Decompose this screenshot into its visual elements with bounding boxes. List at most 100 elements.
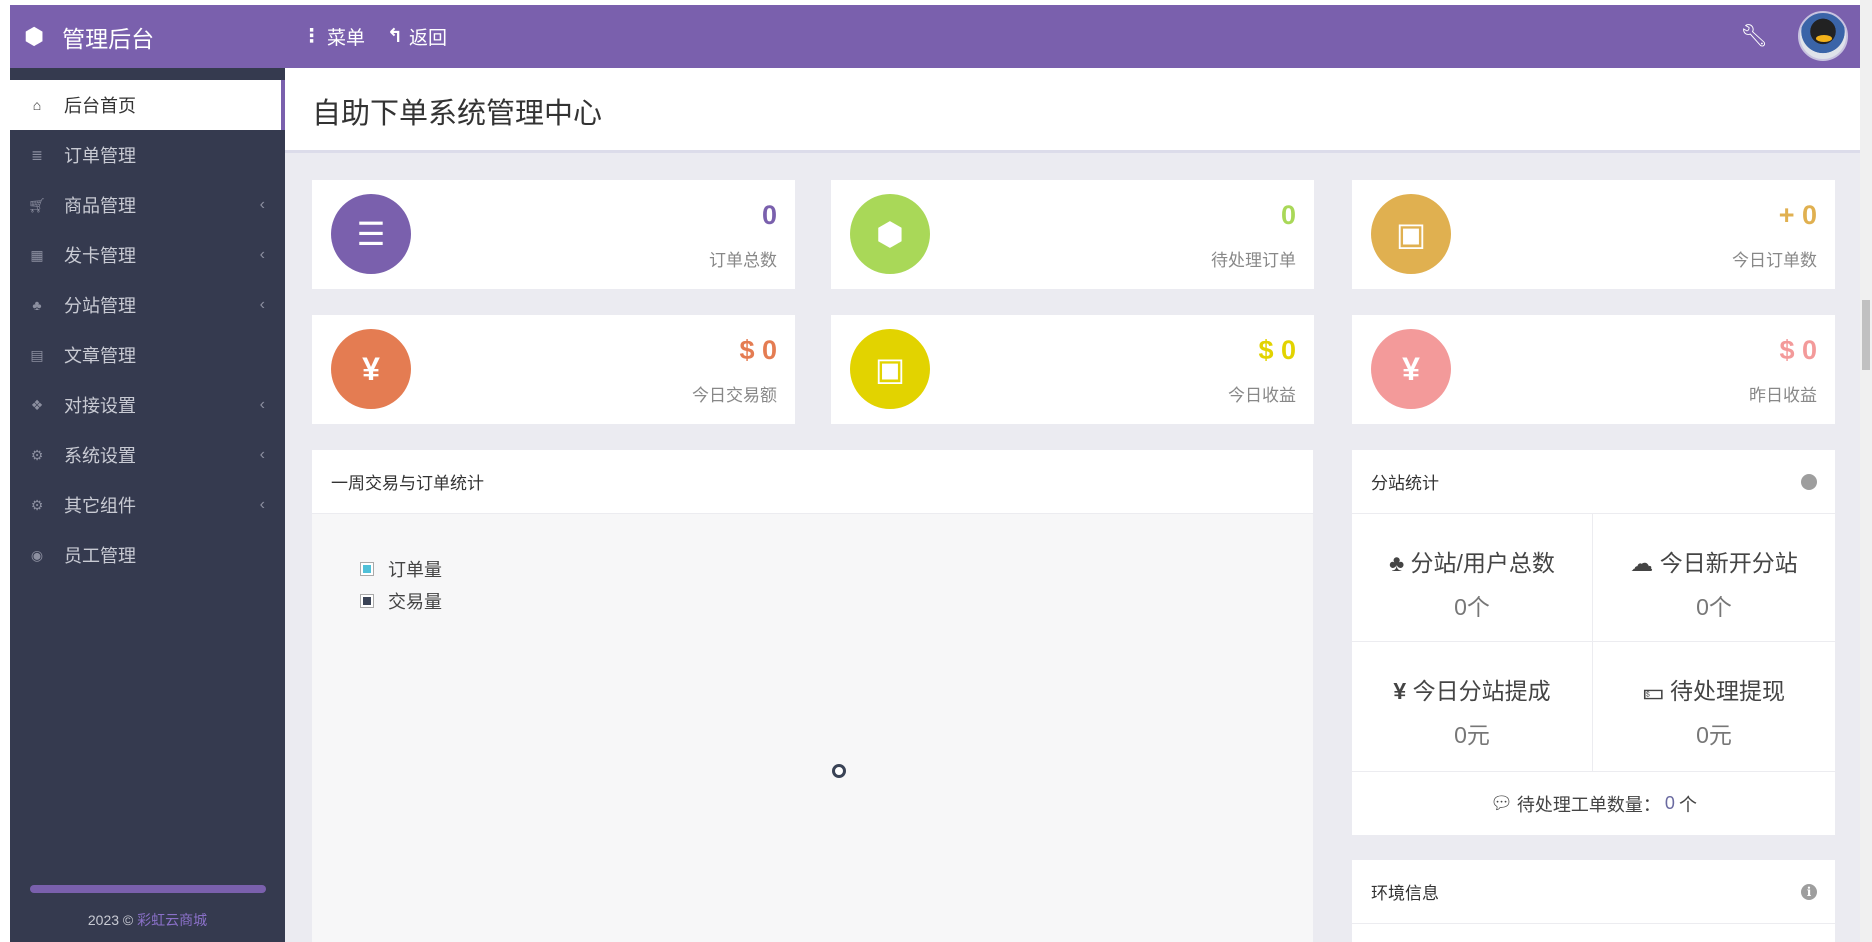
sidebar-item[interactable]: ⚙ 系统设置 ‹ [10, 430, 285, 480]
menu-button[interactable]: ⋮ 菜单 [302, 23, 365, 50]
sidebar-item[interactable]: ≣ 订单管理 [10, 130, 285, 180]
stat-value: 0 [1280, 200, 1296, 230]
grid-icon: ▦ [30, 246, 44, 263]
sidebar-item-label: 文章管理 [64, 346, 136, 366]
legend-label: 订单量 [388, 560, 442, 580]
user-circle-icon: ◉ [30, 546, 44, 563]
stat-label: 今日订单数 [1732, 251, 1817, 270]
scrollbar[interactable] [1860, 0, 1872, 942]
sidebar-item-label: 其它组件 [64, 496, 136, 516]
stat-card[interactable]: ¥ $ 0 今日交易额 [312, 315, 795, 424]
stat-value: $ 0 [739, 335, 777, 365]
home-icon: ⌂ [32, 97, 42, 113]
main-content: 自助下单系统管理中心 ☰ 0 订单总数 ⬢ 0 待处理订单 ▣ + 0 今日订单数 ¥ $ 0 今日交… [285, 68, 1860, 942]
chevron-left-icon: ‹ [259, 446, 265, 463]
chevron-left-icon: ‹ [259, 296, 265, 313]
reply-icon: ↰ [387, 26, 403, 47]
sidebar-item[interactable]: ◉ 员工管理 [10, 530, 285, 580]
cube-icon: ⬢ [24, 23, 45, 49]
stat-card[interactable]: ⬢ 0 待处理订单 [831, 180, 1314, 289]
gear-icon: ⚙ [30, 446, 44, 463]
cell-label: 今日新开分站 [1659, 550, 1798, 576]
cell-value: 0个 [1696, 594, 1732, 620]
chevron-left-icon: ‹ [259, 496, 265, 513]
cell-label: 今日分站提成 [1412, 678, 1551, 704]
money-icon: 💵︎ [1642, 678, 1664, 704]
sidebar-progress-bar [30, 885, 266, 893]
stat-card[interactable]: ☰ 0 订单总数 [312, 180, 795, 289]
cell-label: 分站/用户总数 [1410, 550, 1555, 576]
sidebar-item[interactable]: ⌂ 后台首页 [10, 80, 285, 130]
stat-value: $ 0 [1779, 335, 1817, 365]
substation-panel: 分站统计 ♣ 分站/用户总数 0个 ☁ 今日新开分站 0个 ¥ 今日分站提成 0元 💵… [1352, 450, 1835, 835]
pending-icon: ⬢ [850, 194, 930, 274]
sidebar-item-label: 后台首页 [64, 96, 136, 116]
top-header: ⬢ 管理后台 ⋮ 菜单 ↰ 返回 🔧︎ [10, 5, 1860, 68]
stat-cell: 💵︎ 待处理提现 0元 [1593, 642, 1835, 772]
sidebar-item[interactable]: ♣ 分站管理 ‹ [10, 280, 285, 330]
stat-label: 昨日收益 [1749, 386, 1817, 405]
chevron-left-icon: ‹ [259, 396, 265, 413]
sidebar-item[interactable]: ▤ 文章管理 [10, 330, 285, 380]
brand[interactable]: ⬢ 管理后台 [24, 5, 154, 68]
info-icon[interactable]: i [1801, 883, 1817, 900]
ticket-value: 0 [1664, 793, 1675, 813]
chevron-left-icon: ‹ [259, 246, 265, 263]
stat-label: 待处理订单 [1211, 251, 1296, 270]
gears-icon: ⚙ [30, 496, 44, 513]
cell-value: 0元 [1696, 722, 1732, 748]
brand-title: 管理后台 [62, 25, 155, 52]
env-panel: 环境信息 i [1352, 860, 1835, 942]
legend-item-orders[interactable]: 订单量 [360, 556, 442, 582]
ellipsis-vertical-icon: ⋮ [302, 26, 321, 47]
sidebar-item[interactable]: ▦ 发卡管理 ‹ [10, 230, 285, 280]
avatar[interactable] [1798, 11, 1848, 61]
chart-panel-title: 一周交易与订单统计 [312, 450, 1313, 514]
cell-label: 待处理提现 [1670, 678, 1786, 704]
stat-value: + 0 [1778, 200, 1817, 230]
wrench-icon[interactable]: 🔧︎ [1740, 23, 1768, 48]
comment-icon: 💬︎ [1490, 793, 1513, 813]
briefcase-icon: ▣ [850, 329, 930, 409]
stat-card[interactable]: ¥ $ 0 昨日收益 [1352, 315, 1835, 424]
sidebar-item-label: 系统设置 [64, 446, 136, 466]
sitemap-icon: ♣ [32, 297, 42, 313]
env-title: 环境信息 [1371, 884, 1439, 903]
ticket-label: 待处理工单数量： [1516, 794, 1661, 815]
cell-value: 0个 [1454, 594, 1490, 620]
substation-title: 分站统计 [1371, 474, 1439, 493]
yen-icon: ¥ [331, 329, 411, 409]
menu-label: 菜单 [327, 28, 366, 49]
sidebar-item-label: 商品管理 [64, 196, 136, 216]
page-title: 自助下单系统管理中心 [312, 98, 603, 130]
yen-icon: ¥ [1371, 329, 1451, 409]
stat-card[interactable]: ▣ $ 0 今日收益 [831, 315, 1314, 424]
status-dot-icon[interactable] [1801, 473, 1817, 490]
sidebar-item[interactable]: ⚙ 其它组件 ‹ [10, 480, 285, 530]
sidebar-footer: 2023 © 彩虹云商城 [10, 910, 285, 930]
chevron-left-icon: ‹ [259, 196, 265, 213]
chart-area: 订单量 交易量 [312, 514, 1313, 942]
sidebar-item[interactable]: 🛒︎ 商品管理 ‹ [10, 180, 285, 230]
sidebar-item-label: 对接设置 [64, 396, 136, 416]
footer-link[interactable]: 彩虹云商城 [137, 912, 208, 928]
sidebar-item-label: 员工管理 [64, 546, 136, 566]
sidebar-item-label: 订单管理 [64, 146, 136, 166]
back-button[interactable]: ↰ 返回 [387, 23, 447, 50]
copyright: 2023 © [87, 912, 134, 928]
sidebar-item-label: 分站管理 [64, 296, 136, 316]
stat-value: $ 0 [1258, 335, 1296, 365]
back-label: 返回 [408, 28, 447, 49]
stat-card[interactable]: ▣ + 0 今日订单数 [1352, 180, 1835, 289]
cubes-icon: ❖ [30, 396, 44, 413]
pending-tickets[interactable]: 💬︎ 待处理工单数量： 0 个 [1352, 772, 1835, 835]
stat-cell: ☁ 今日新开分站 0个 [1593, 514, 1835, 642]
stat-cell: ¥ 今日分站提成 0元 [1352, 642, 1593, 772]
briefcase-icon: ▣ [1371, 194, 1451, 274]
sitemap-icon: ♣ [1389, 550, 1405, 576]
ticket-unit: 个 [1678, 794, 1697, 815]
legend-item-trades[interactable]: 交易量 [360, 588, 442, 614]
sidebar: 2023 © 彩虹云商城 ⌂ 后台首页 ≣ 订单管理 🛒︎ 商品管理 ‹ ▦ 发卡管理 ‹ ♣ 分站管… [10, 68, 285, 942]
yen-icon: ¥ [1393, 678, 1407, 704]
sidebar-item[interactable]: ❖ 对接设置 ‹ [10, 380, 285, 430]
